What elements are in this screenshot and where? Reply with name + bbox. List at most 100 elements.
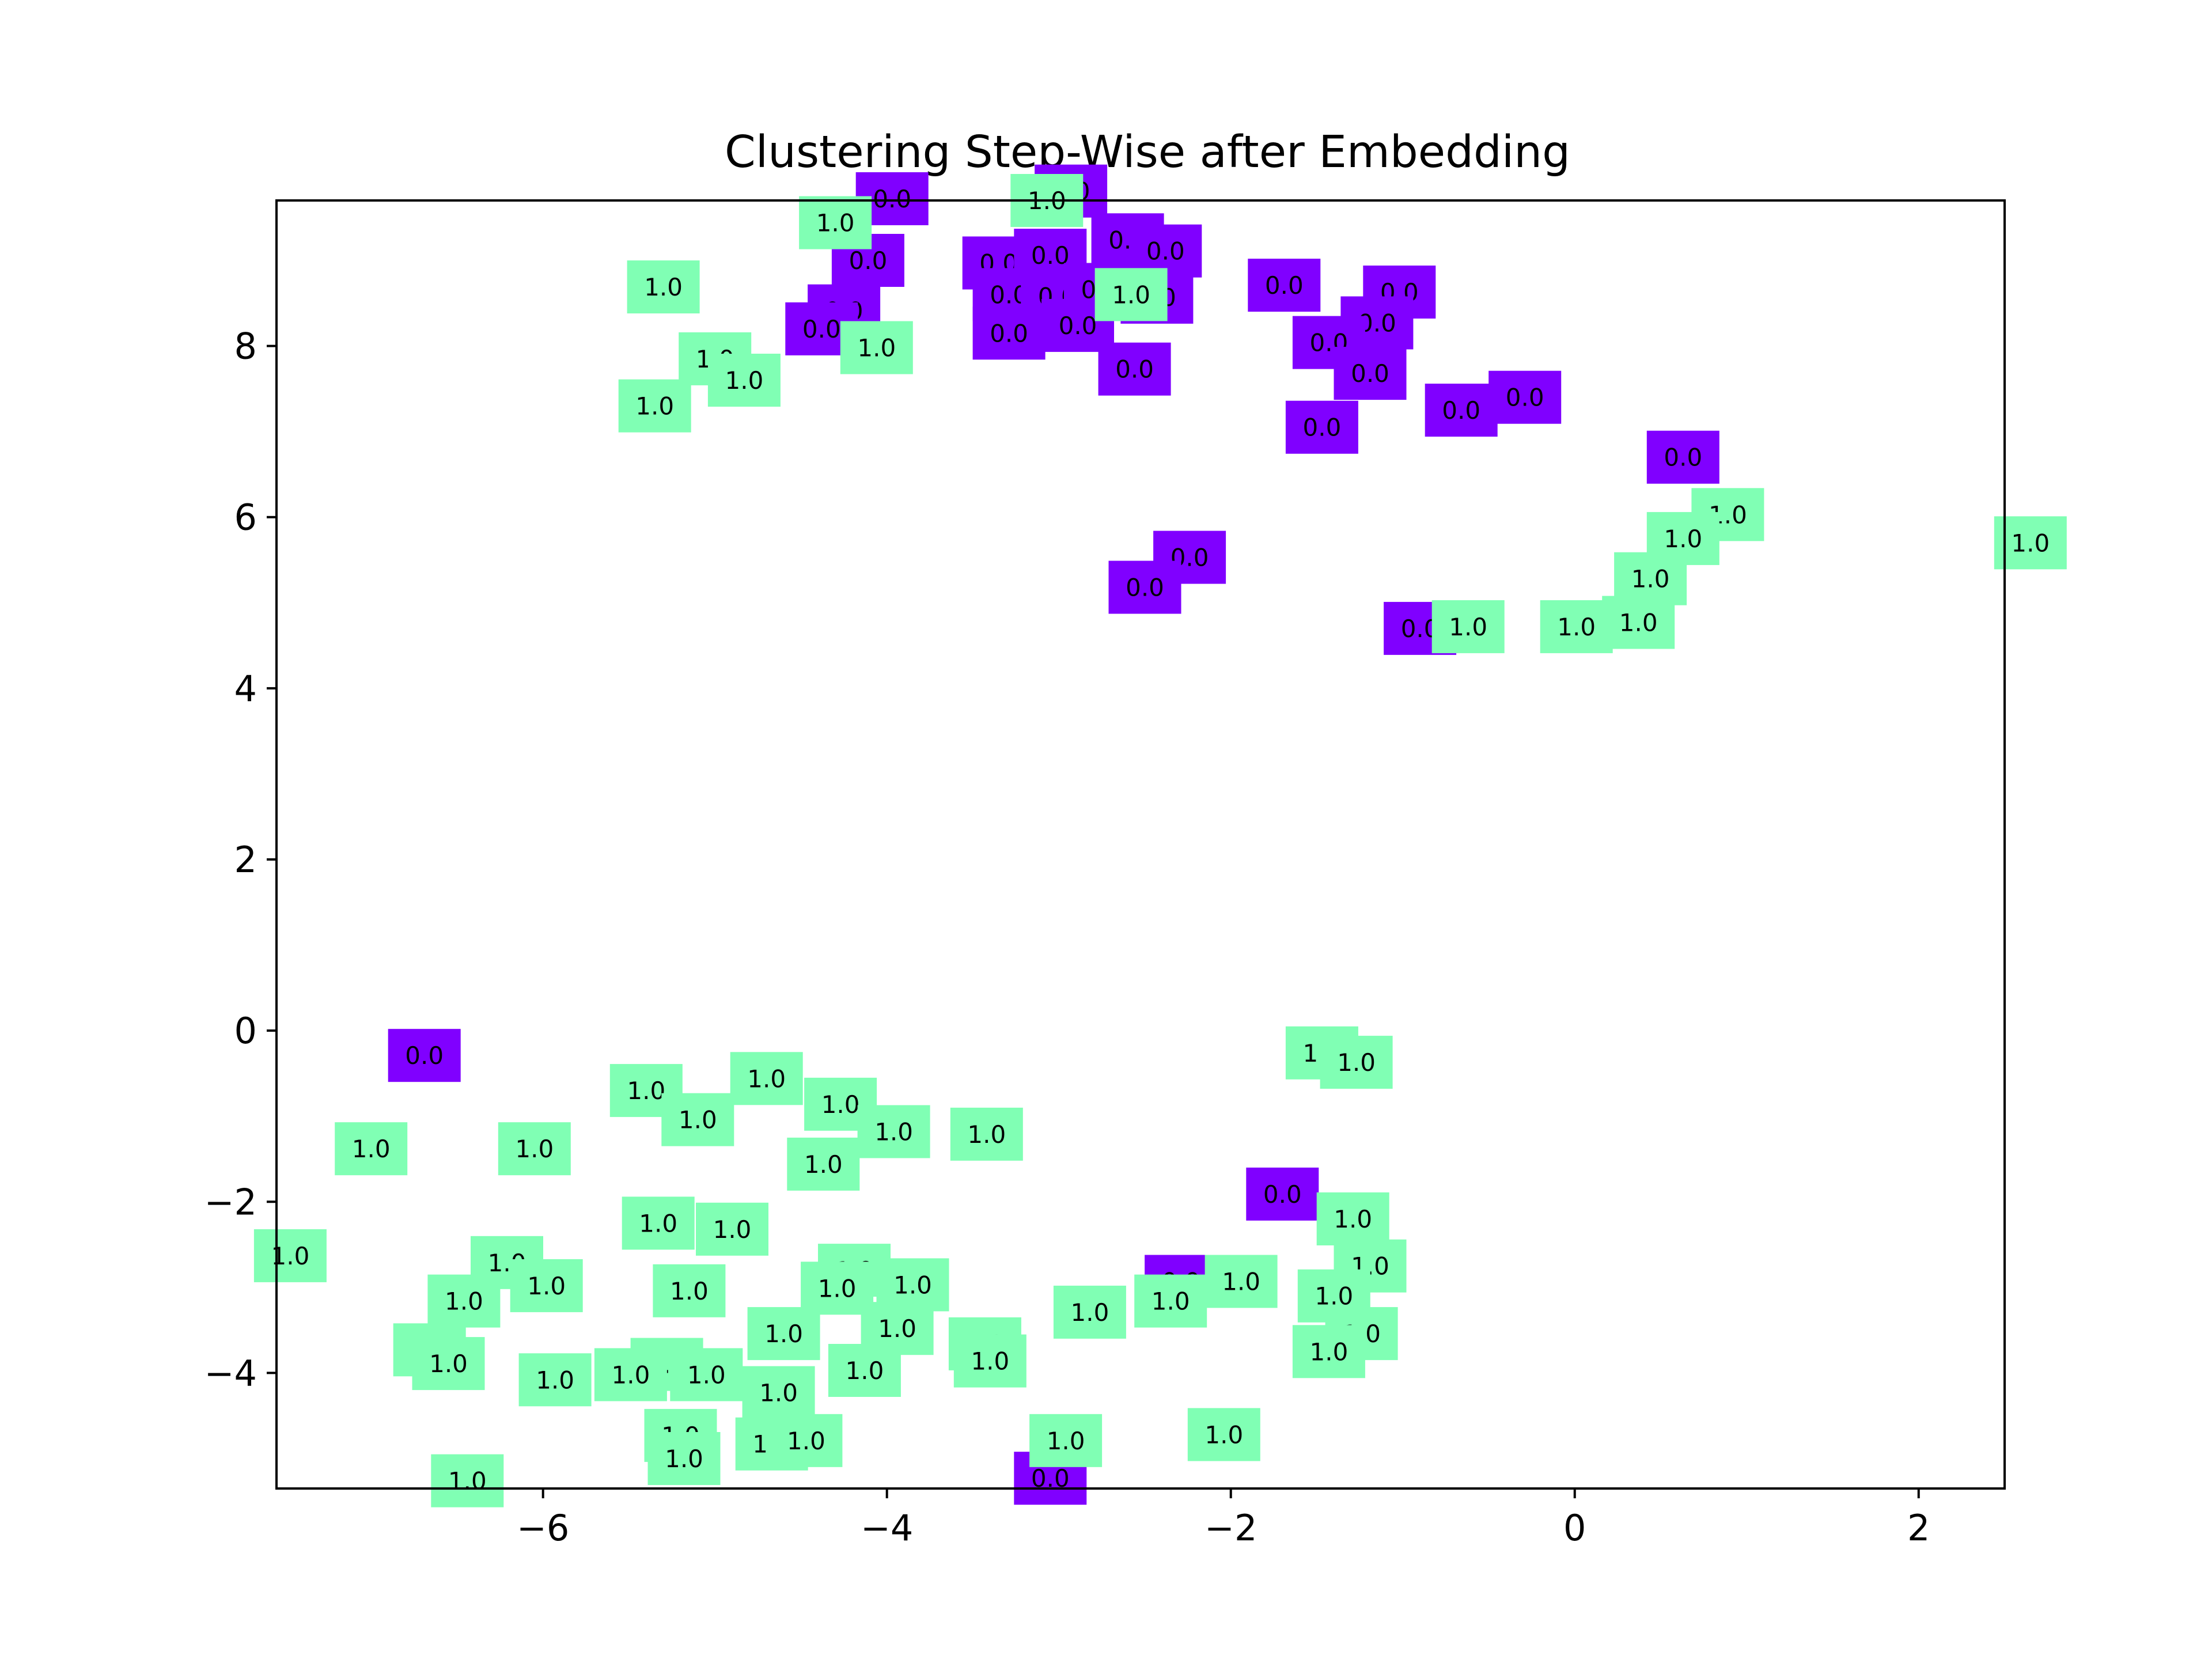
data-point-label: 1.0 <box>1337 1048 1376 1077</box>
data-point-box <box>840 321 913 374</box>
data-point-label: 0.0 <box>802 315 841 343</box>
data-point-box <box>828 1344 901 1397</box>
data-point-box <box>1646 430 1719 484</box>
data-point-label: 1.0 <box>878 1315 916 1343</box>
data-point-label: 0.0 <box>1265 271 1304 300</box>
data-point-label: 1.0 <box>1222 1268 1260 1296</box>
data-point-label: 1.0 <box>612 1361 650 1389</box>
data-point-label: 1.0 <box>1310 1338 1349 1366</box>
data-point-box <box>388 1029 461 1082</box>
data-point-box <box>747 1307 820 1361</box>
x-tick-label: 0 <box>1563 1507 1586 1549</box>
data-point-box <box>1205 1255 1278 1308</box>
data-point-label: 1.0 <box>1557 613 1596 641</box>
data-point-label: 1.0 <box>713 1215 752 1244</box>
data-point: 1.0 <box>953 1334 1027 1388</box>
x-tick-label: −6 <box>517 1507 569 1549</box>
data-point-box <box>770 1414 843 1467</box>
data-point: 1.0 <box>622 1196 695 1250</box>
data-point-label: 1.0 <box>747 1065 786 1093</box>
y-axis: −4 −2 0 2 4 6 8 <box>204 325 276 1394</box>
data-point-box <box>1540 600 1613 653</box>
data-point-box <box>627 260 700 314</box>
data-point-label: 0.0 <box>1146 237 1185 266</box>
data-point: 1.0 <box>627 260 700 314</box>
data-point: 1.0 <box>661 1093 734 1146</box>
data-point-box <box>1334 347 1407 400</box>
data-point-box <box>594 1348 667 1402</box>
data-point-box <box>518 1353 592 1407</box>
data-point-box <box>253 1229 327 1282</box>
data-point-label: 1.0 <box>764 1320 803 1348</box>
chart-title: Clustering Step-Wise after Embedding <box>725 127 1570 178</box>
data-point-label: 1.0 <box>448 1467 487 1495</box>
data-point: 0.0 <box>388 1029 461 1082</box>
data-point-label: 1.0 <box>818 1274 857 1302</box>
data-point: 1.0 <box>670 1348 743 1402</box>
data-point-box <box>1285 400 1358 454</box>
data-point-label: 1.0 <box>1619 609 1658 637</box>
data-point: 1.0 <box>1602 596 1675 649</box>
data-point-label: 1.0 <box>665 1445 703 1473</box>
data-point-box <box>431 1454 504 1508</box>
data-point: 1.0 <box>1320 1036 1393 1089</box>
data-point-box <box>730 1052 803 1105</box>
data-point-label: 1.0 <box>893 1271 932 1299</box>
data-point-label: 0.0 <box>1664 444 1702 472</box>
data-point-label: 1.0 <box>635 392 674 421</box>
data-point: 1.0 <box>730 1052 803 1105</box>
data-point-box <box>661 1093 734 1146</box>
data-point-label: 1.0 <box>536 1366 574 1394</box>
data-point-label: 1.0 <box>627 1077 665 1105</box>
data-point-label: 0.0 <box>873 185 911 213</box>
data-point: 1.0 <box>1053 1285 1126 1339</box>
data-point: 1.0 <box>253 1229 327 1282</box>
data-point: 0.0 <box>1646 430 1719 484</box>
data-point-label: 1.0 <box>687 1361 726 1389</box>
data-point-label: 1.0 <box>1112 281 1150 309</box>
data-point-box <box>498 1122 571 1176</box>
data-point-box <box>857 1105 930 1158</box>
data-point: 1.0 <box>1994 516 2067 570</box>
data-point-box <box>1248 259 1321 312</box>
data-point: 1.0 <box>427 1274 501 1328</box>
data-point-label: 0.0 <box>1031 241 1070 270</box>
data-point: 1.0 <box>747 1307 820 1361</box>
axes-frame <box>275 199 2006 1490</box>
points-layer: 0.0 0.0 0.0 0.0 0.0 0.0 0.0 0.0 0.0 0.0 0.0 0.0 0.0 0… <box>253 164 2067 1508</box>
data-point-label: 1.0 <box>1315 1282 1353 1310</box>
data-point-label: 0.0 <box>1126 574 1164 602</box>
y-tick-label: 2 <box>234 839 257 881</box>
data-point: 1.0 <box>828 1344 901 1397</box>
data-point: 1.0 <box>770 1414 843 1467</box>
data-point-label: 1.0 <box>1334 1205 1372 1233</box>
data-point-box <box>1108 560 1181 614</box>
y-tick-label: −2 <box>204 1181 257 1223</box>
data-point: 1.0 <box>647 1432 721 1485</box>
data-point-label: 1.0 <box>874 1118 913 1146</box>
data-point-label: 1.0 <box>1047 1427 1085 1455</box>
y-tick-label: 0 <box>234 1010 257 1052</box>
data-point: 0.0 <box>1334 347 1407 400</box>
data-point-label: 1.0 <box>971 1347 1009 1376</box>
data-point-box <box>647 1432 721 1485</box>
data-point-box <box>618 379 691 433</box>
data-point: 0.0 <box>972 306 1046 360</box>
data-point: 1.0 <box>1187 1408 1260 1461</box>
data-point: 1.0 <box>1292 1325 1365 1378</box>
data-point-label: 0.0 <box>1442 396 1480 425</box>
data-point-box <box>787 1137 860 1191</box>
data-point: 1.0 <box>618 379 691 433</box>
data-point-box <box>1488 370 1562 424</box>
data-point-label: 0.0 <box>1506 384 1544 412</box>
data-point: 0.0 <box>1285 400 1358 454</box>
data-point: 1.0 <box>1094 268 1168 321</box>
data-point-label: 0.0 <box>405 1041 444 1070</box>
data-point: 1.0 <box>412 1337 485 1391</box>
data-point-label: 1.0 <box>1664 525 1702 553</box>
data-point: 1.0 <box>335 1122 408 1176</box>
data-point: 1.0 <box>857 1105 930 1158</box>
data-point: 1.0 <box>707 354 781 407</box>
data-point: 1.0 <box>510 1259 583 1312</box>
data-point-label: 0.0 <box>1059 312 1097 340</box>
